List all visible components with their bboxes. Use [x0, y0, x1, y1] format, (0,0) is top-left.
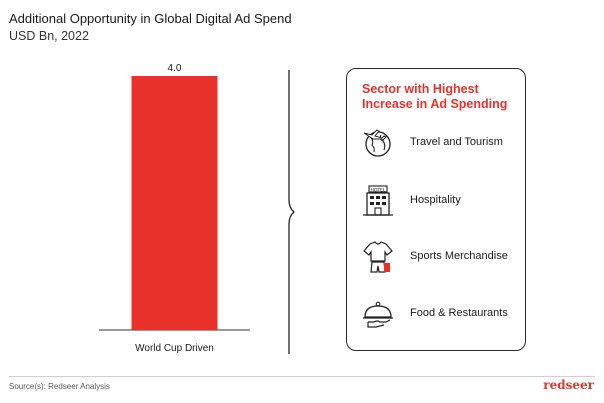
bar — [131, 76, 218, 330]
globe-airplane-icon — [363, 129, 391, 157]
panel-title: Sector with Highest Increase in Ad Spend… — [362, 82, 522, 112]
jersey-icon — [363, 241, 393, 273]
sector-label: Sports Merchandise — [410, 250, 508, 262]
svg-text:HOTEL: HOTEL — [370, 187, 386, 193]
sector-label: Travel and Tourism — [410, 136, 503, 148]
sector-panel: Sector with Highest Increase in Ad Spend… — [346, 68, 526, 351]
footer-divider — [9, 376, 595, 377]
hotel-icon: HOTEL — [363, 185, 393, 216]
food-cloche-icon — [363, 301, 393, 328]
chart-subtitle: USD Bn, 2022 — [9, 29, 89, 43]
source-note: Source(s): Redseer Analysis — [9, 382, 110, 391]
panel-title-line2: Increase in Ad Spending — [362, 97, 508, 111]
bar-data-label: 4.0 — [168, 63, 182, 74]
sector-label: Food & Restaurants — [410, 307, 508, 319]
sector-item-hospitality: HOTEL Hospitality — [355, 183, 525, 223]
sector-item-travel: Travel and Tourism — [355, 125, 525, 165]
sector-item-food: Food & Restaurants — [355, 296, 525, 336]
x-tick-label: World Cup Driven — [135, 343, 214, 354]
brand-logo: redseer — [543, 378, 594, 392]
panel-title-line1: Sector with Highest — [362, 82, 479, 96]
sector-label: Hospitality — [410, 194, 461, 206]
curly-brace-divider — [288, 70, 296, 354]
sector-item-sports: Sports Merchandise — [355, 239, 525, 279]
chart-title: Additional Opportunity in Global Digital… — [9, 11, 292, 26]
